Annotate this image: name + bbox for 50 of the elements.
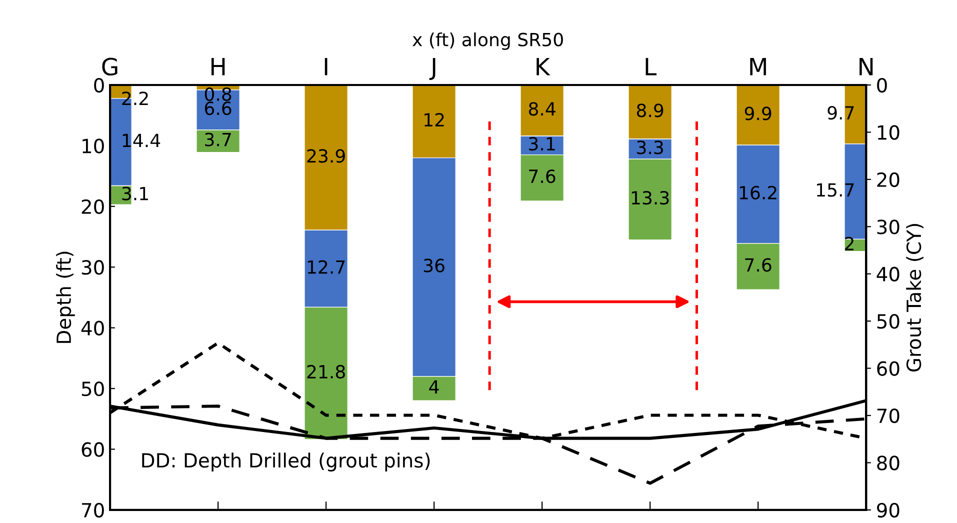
x-tick-label: K	[536, 58, 550, 76]
x-tick-label: I	[324, 58, 328, 76]
data-label: 23.9	[307, 149, 345, 163]
y-tick-label: 40	[81, 320, 104, 336]
data-label: 2.2	[122, 92, 148, 105]
y-tick-label: 20	[82, 199, 104, 214]
data-label: 12	[424, 112, 444, 126]
y-tick-label: 30	[82, 260, 104, 275]
y2-tick-label: 50	[877, 314, 900, 329]
data-label: 0.8	[204, 87, 232, 101]
y2-tick-label: 40	[876, 266, 900, 282]
y2-tick-label: 70	[877, 408, 900, 424]
y-tick-label: 50	[82, 381, 104, 396]
data-label: 7.6	[529, 169, 556, 184]
y-tick-label: 0	[94, 78, 104, 93]
x-tick-label: H	[212, 58, 225, 76]
data-label: 3.7	[205, 132, 231, 146]
annotation: DD: Depth Drilled (grout pins)	[142, 452, 430, 472]
data-label: 4	[429, 380, 439, 394]
y-axis-title: Depth (ft)	[56, 252, 75, 343]
data-label: 8.4	[528, 102, 556, 116]
x-tick-label: L	[646, 58, 657, 76]
data-label: 12.7	[308, 260, 345, 274]
data-label: 2	[845, 236, 854, 250]
x-tick-label: J	[429, 58, 436, 80]
y2-tick-label: 80	[877, 456, 900, 470]
data-label: 36	[424, 258, 444, 272]
y2-tick-label: 10	[878, 125, 900, 140]
data-label: 21.8	[307, 364, 345, 379]
y-tick-label: 60	[82, 442, 104, 457]
y2-tick-label: 0	[877, 78, 887, 93]
y2-tick-label: 30	[877, 220, 900, 234]
y2-tick-label: 20	[877, 172, 900, 188]
data-label: 13.3	[632, 191, 669, 205]
data-label: 3.3	[637, 140, 663, 154]
y-tick-label: 70	[82, 502, 104, 518]
y-tick-label: 10	[82, 138, 104, 154]
data-label: 16.2	[740, 186, 776, 200]
data-label: 9.9	[744, 106, 772, 120]
data-label: 6.6	[204, 101, 232, 116]
data-label: 3.1	[529, 136, 555, 151]
x-axis-title: x (ft) along SR50	[412, 32, 563, 50]
data-label: 7.6	[745, 258, 772, 272]
x-tick-label: M	[750, 58, 766, 76]
x-tick-label: G	[102, 58, 118, 76]
x-tick-label: N	[860, 58, 873, 76]
data-label: 8.9	[636, 104, 664, 118]
y2-axis-title: Grout Take (CY)	[906, 224, 924, 372]
y2-tick-label: 60	[877, 361, 900, 376]
y2-tick-label: 90	[877, 502, 900, 518]
